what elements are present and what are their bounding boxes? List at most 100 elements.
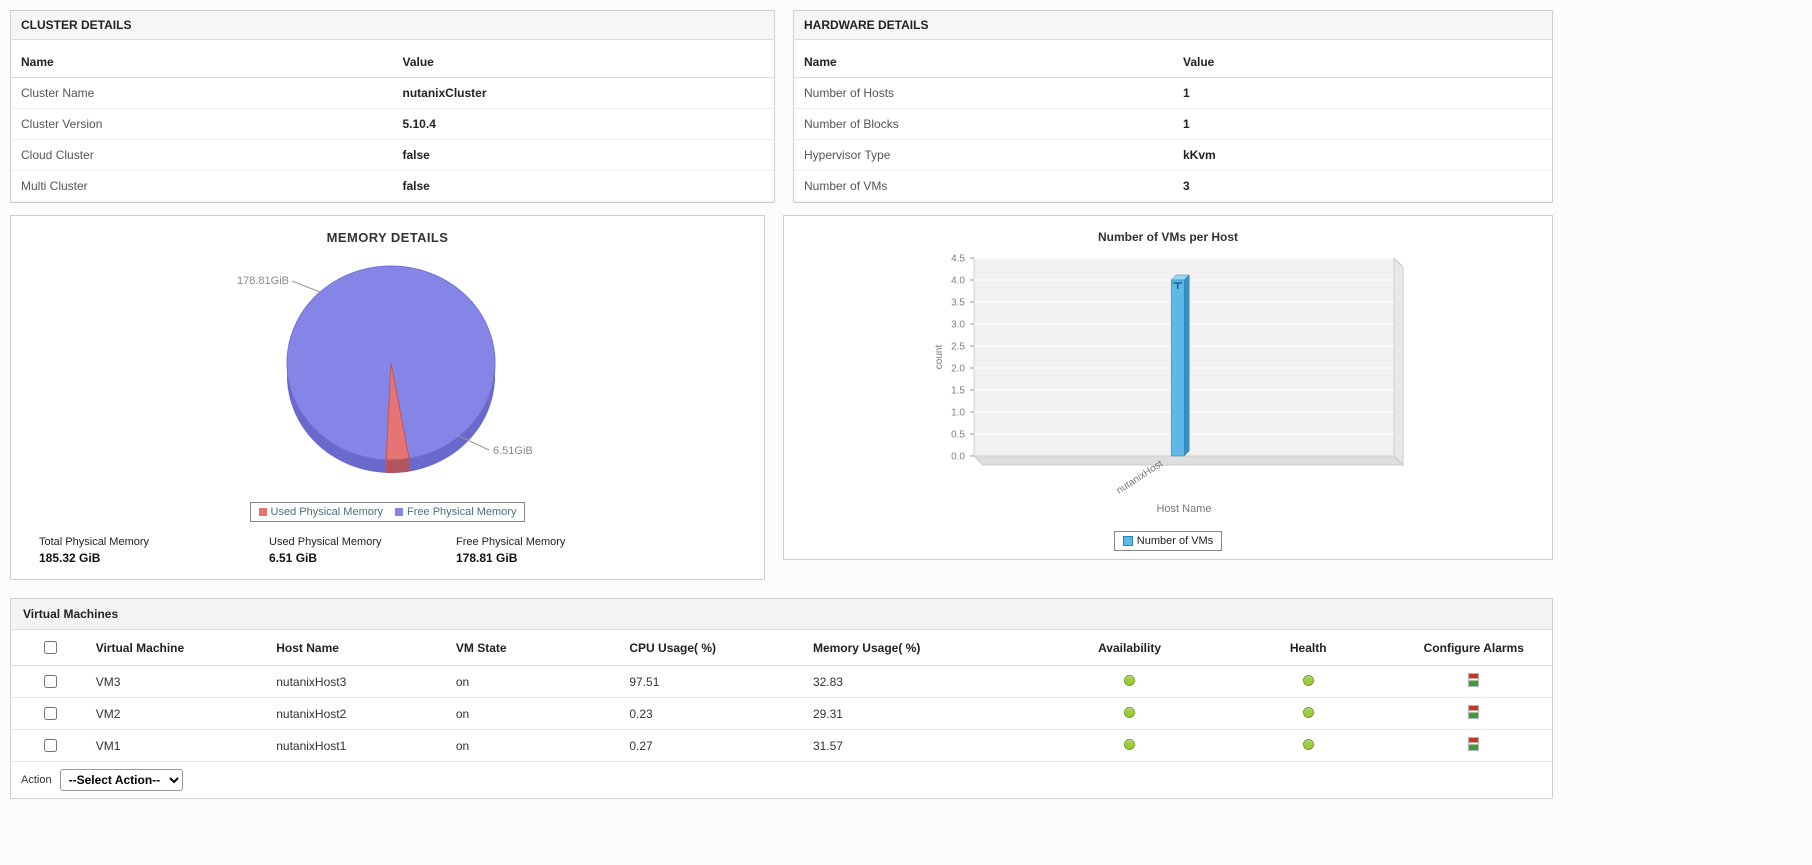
row-name: Multi Cluster (11, 170, 393, 202)
availability-status-icon (1124, 738, 1136, 750)
summary-used: Used Physical Memory 6.51 GiB (269, 536, 382, 565)
health-status-icon (1302, 674, 1314, 686)
legend-label: Number of VMs (1136, 535, 1214, 547)
legend-item-vms: Number of VMs (1122, 535, 1214, 547)
host-name: nutanixHost1 (270, 729, 450, 762)
virtual-machines-panel: Virtual Machines Virtual Machine Host Na… (10, 598, 1553, 799)
row-name: Cluster Name (11, 77, 393, 109)
row-checkbox[interactable] (44, 675, 58, 688)
vm-state: on (449, 665, 624, 698)
availability-status-icon (1124, 674, 1136, 686)
vm-name: VM3 (89, 665, 271, 698)
bar-chart-title: Number of VMs per Host (1097, 230, 1238, 244)
virtual-machines-title: Virtual Machines (11, 599, 1552, 630)
row-value: kKvm (1173, 139, 1552, 171)
cpu-usage: 97.51 (623, 665, 807, 698)
cluster-details-title: CLUSTER DETAILS (11, 11, 774, 40)
used-memory-swatch (258, 508, 267, 516)
memory-pie-chart: 178.81GiB 6.51GiB (237, 265, 533, 473)
memory-usage: 29.31 (806, 697, 1039, 730)
cpu-usage: 0.27 (623, 729, 807, 762)
row-value: 5.10.4 (392, 108, 774, 140)
col-health: Health (1220, 630, 1396, 666)
row-value: 1 (1173, 108, 1552, 140)
memory-details-title: MEMORY DETAILS (326, 230, 449, 245)
row-name: Cloud Cluster (11, 139, 393, 171)
column-header-value: Value (392, 46, 774, 78)
row-value: false (392, 170, 774, 202)
health-status-icon (1302, 706, 1314, 718)
vms-swatch (1122, 536, 1133, 546)
row-value: nutanixCluster (392, 77, 774, 109)
row-checkbox[interactable] (44, 707, 58, 720)
bar-legend: Number of VMs (784, 531, 1552, 551)
health-status-icon (1302, 738, 1314, 750)
table-row: Number of VMs 3 (794, 170, 1552, 202)
cluster-details-table: Name Value Cluster Name nutanixCluster Cl… (11, 46, 774, 202)
svg-text:0.0: 0.0 (951, 452, 965, 463)
row-value: false (392, 139, 774, 171)
svg-text:178.81GiB: 178.81GiB (237, 275, 289, 287)
col-virtual-machine: Virtual Machine (89, 630, 271, 666)
action-label: Action (21, 774, 52, 786)
vm-state: on (449, 697, 624, 730)
vm-state: on (449, 729, 624, 762)
col-cpu-usage: CPU Usage( %) (623, 630, 807, 666)
availability-status-icon (1124, 706, 1136, 718)
svg-text:6.51GiB: 6.51GiB (493, 445, 533, 457)
configure-alarm-icon[interactable] (1468, 737, 1480, 751)
table-row: Cloud Cluster false (11, 139, 774, 171)
row-checkbox[interactable] (44, 739, 58, 752)
svg-text:1.0: 1.0 (951, 408, 965, 419)
row-value: 1 (1173, 77, 1552, 109)
svg-text:3.5: 3.5 (951, 298, 965, 309)
vms-bar-chart: 0.00.51.01.52.02.53.03.54.04.5nutanixHos… (934, 254, 1405, 515)
legend-label: Used Physical Memory (270, 506, 384, 518)
col-host-name: Host Name (270, 630, 450, 666)
svg-text:4.5: 4.5 (951, 254, 965, 265)
memory-usage: 32.83 (806, 665, 1039, 698)
table-row: Multi Cluster false (11, 170, 774, 202)
virtual-machines-table: Virtual Machine Host Name VM State CPU U… (11, 630, 1552, 762)
svg-text:2.5: 2.5 (951, 342, 965, 353)
svg-text:2.0: 2.0 (951, 364, 965, 375)
configure-alarm-icon[interactable] (1468, 673, 1480, 687)
svg-text:4.0: 4.0 (951, 276, 965, 287)
table-row: Hypervisor Type kKvm (794, 139, 1552, 171)
column-header-name: Name (794, 46, 1173, 78)
select-all-checkbox[interactable] (44, 641, 58, 654)
hardware-details-title: HARDWARE DETAILS (794, 11, 1552, 40)
table-row: Number of Hosts 1 (794, 77, 1552, 109)
row-name: Number of Blocks (794, 108, 1173, 140)
action-bar: Action --Select Action-- (11, 762, 1552, 798)
svg-text:3.0: 3.0 (951, 320, 965, 331)
svg-text:count: count (934, 345, 945, 370)
legend-item-used: Used Physical Memory (258, 506, 384, 518)
vm-name: VM2 (89, 697, 271, 730)
vms-per-host-panel: Number of VMs per Host 0.0 0.5 1.0 1.5 2.0 2.… (783, 215, 1553, 560)
configure-alarm-icon[interactable] (1468, 705, 1480, 719)
table-row: Cluster Version 5.10.4 (11, 108, 774, 140)
memory-usage: 31.57 (806, 729, 1039, 762)
row-name: Number of VMs (794, 170, 1173, 202)
vm-name: VM1 (89, 729, 271, 762)
table-row: Cluster Name nutanixCluster (11, 77, 774, 109)
free-memory-swatch (395, 508, 404, 516)
col-memory-usage: Memory Usage( %) (806, 630, 1039, 666)
vm-row: VM3 nutanixHost3 on 97.51 32.83 (11, 665, 1552, 698)
legend-item-free: Free Physical Memory (395, 506, 516, 518)
legend-label: Free Physical Memory (407, 506, 517, 518)
host-name: nutanixHost3 (270, 665, 450, 698)
column-header-value: Value (1173, 46, 1552, 78)
svg-text:Host Name: Host Name (1156, 503, 1211, 515)
vm-row: VM2 nutanixHost2 on 0.23 29.31 (11, 697, 1552, 730)
host-name: nutanixHost2 (270, 697, 450, 730)
cpu-usage: 0.23 (623, 697, 807, 730)
vm-row: VM1 nutanixHost1 on 0.27 31.57 (11, 729, 1552, 762)
pie-legend: Used Physical Memory Free Physical Memor… (11, 502, 764, 522)
hardware-details-table: Name Value Number of Hosts 1 Number of Bl… (794, 46, 1552, 202)
row-name: Hypervisor Type (794, 139, 1173, 171)
col-vm-state: VM State (449, 630, 624, 666)
action-select[interactable]: --Select Action-- (59, 769, 183, 791)
summary-total: Total Physical Memory 185.32 GiB (39, 536, 150, 565)
